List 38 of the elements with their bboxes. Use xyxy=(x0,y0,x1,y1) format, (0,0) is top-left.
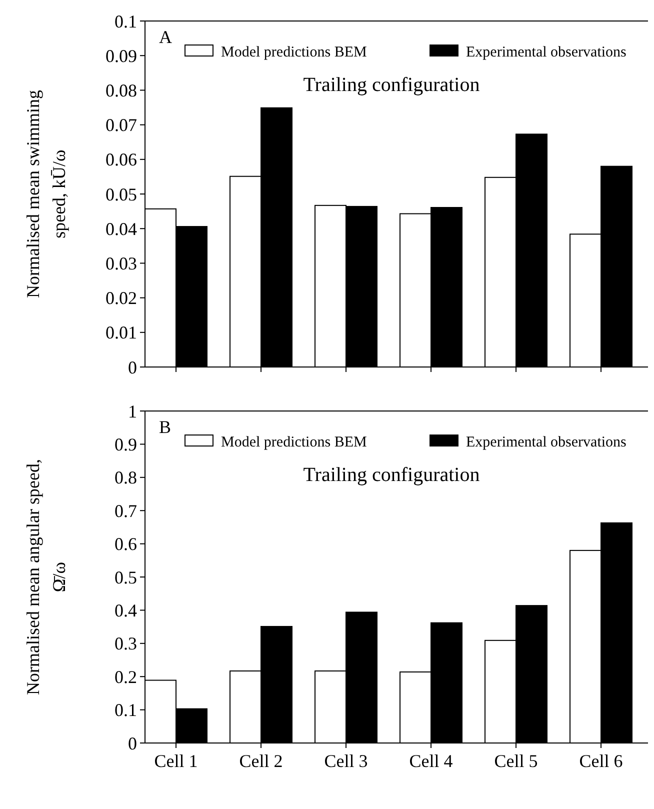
y-tick-label: 0.08 xyxy=(106,80,137,100)
legend-label: Experimental observations xyxy=(466,44,627,60)
y-tick-label: 0 xyxy=(128,733,137,754)
y-tick-label: 0.1 xyxy=(114,700,137,720)
y-tick-label: 0.7 xyxy=(114,500,137,521)
annotation: B xyxy=(159,417,172,437)
x-tick-label: Cell 2 xyxy=(239,751,283,771)
annotation: A xyxy=(159,27,172,47)
text: Trailing configuration xyxy=(303,74,480,96)
x-tick-label: Cell 4 xyxy=(409,751,453,771)
y-tick-label: 0.07 xyxy=(106,115,137,136)
x-tick-label: Cell 1 xyxy=(154,751,198,771)
y-axis-title: Normalised mean angular speed, Ω̄/ω xyxy=(23,459,69,695)
y-tick-label: 0.01 xyxy=(106,322,137,343)
y-tick-label: 0.2 xyxy=(114,666,137,687)
y-tick-label: 0.3 xyxy=(114,634,137,654)
y-axis-title: Normalised mean swimming speed, kŪ/ω xyxy=(23,90,69,298)
y-tick-label: 0.03 xyxy=(106,254,137,274)
y-tick-label: 0.4 xyxy=(114,600,137,620)
y-tick-label: 0.02 xyxy=(106,288,137,308)
y-tick-label: 0.6 xyxy=(114,534,137,554)
x-tick-label: Cell 3 xyxy=(324,751,368,771)
y-tick-label: 0.06 xyxy=(106,150,137,170)
x-tick-label: Cell 6 xyxy=(579,751,623,771)
legend-label: Model predictions BEM xyxy=(221,44,367,60)
y-tick-label: 0.9 xyxy=(114,434,137,454)
y-tick-label: 0.05 xyxy=(106,184,137,204)
y-tick-label: 0 xyxy=(128,357,137,378)
x-tick-label: Cell 5 xyxy=(494,751,538,771)
y-tick-label: 0.8 xyxy=(114,468,137,488)
y-tick-label: 0.04 xyxy=(106,218,137,239)
text: Trailing configuration xyxy=(303,464,480,486)
y-tick-label: 0.1 xyxy=(114,11,137,32)
legend-label: Experimental observations xyxy=(466,434,627,450)
y-tick-label: 0.09 xyxy=(106,46,137,66)
y-tick-label: 1 xyxy=(128,401,137,422)
legend-label: Model predictions BEM xyxy=(221,434,367,450)
y-tick-label: 0.5 xyxy=(114,567,137,588)
